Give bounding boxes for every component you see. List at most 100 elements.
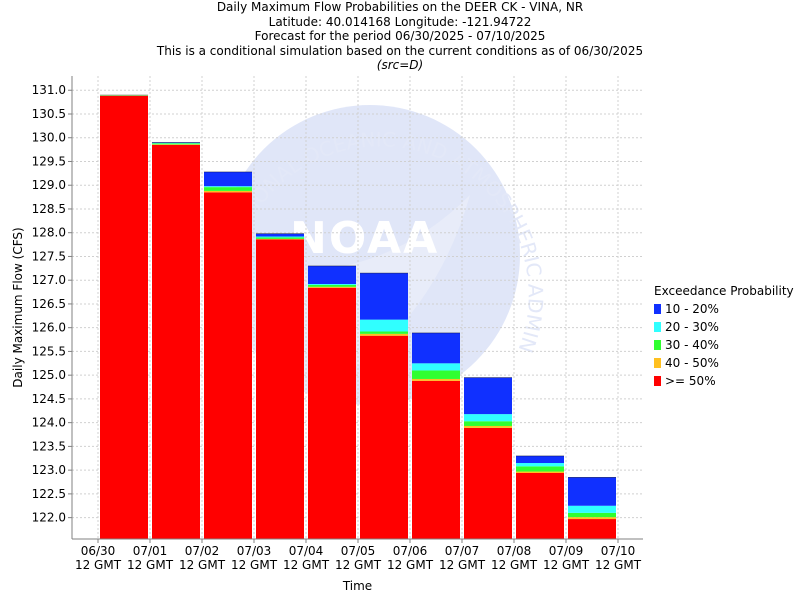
y-tick-label: 129.5 [32,154,66,168]
legend-swatch [654,376,661,386]
y-tick-label: 128.5 [32,202,66,216]
legend-swatch [654,340,661,350]
x-axis-title: Time [342,579,372,593]
y-tick-label: 128.0 [32,226,66,240]
bar-segment-30-40 [412,370,460,379]
y-tick-label: 123.5 [32,439,66,453]
x-tick-label-date: 07/06 [393,544,428,558]
x-tick-label-date: 07/02 [185,544,220,558]
bar-segment-20-30 [308,283,356,285]
bar-segment-ge50 [464,427,512,539]
legend-label: 40 - 50% [665,356,719,370]
bar-segment-10-20 [516,455,564,464]
x-tick-label-date: 07/10 [601,544,636,558]
y-axis-title: Daily Maximum Flow (CFS) [11,227,25,387]
bar-segment-ge50 [412,380,460,539]
legend-title: Exceedance Probability [654,284,794,298]
bar-segment-20-30 [568,505,616,513]
chart-title-block: Daily Maximum Flow Probabilities on the … [0,0,800,73]
y-tick-label: 126.0 [32,321,66,335]
bar-segment-ge50 [568,519,616,539]
y-tick-label: 129.0 [32,178,66,192]
legend-item-50-plus: >= 50% [654,372,794,390]
bar-segment-30-40 [204,187,252,191]
y-tick-label: 130.0 [32,131,66,145]
x-tick-label-time: 12 GMT [179,558,226,572]
bar-segment-10-20 [256,233,304,237]
bar-segment-20-30 [412,363,460,371]
x-tick-label-time: 12 GMT [543,558,590,572]
bar-segment-20-30 [360,319,408,332]
bar-segment-ge50 [516,472,564,539]
legend-label: >= 50% [665,374,716,388]
chart-title-line-3: Forecast for the period 06/30/2025 - 07/… [254,29,546,43]
bar-segment-30-40 [516,466,564,472]
bar-segment-10-20 [412,332,460,364]
chart-title-line-4: This is a conditional simulation based o… [156,43,644,58]
x-tick-label-time: 12 GMT [335,558,382,572]
y-tick-label: 126.5 [32,297,66,311]
bar-segment-20-30 [516,463,564,467]
legend-swatch [654,322,661,332]
x-tick-label-time: 12 GMT [595,558,642,572]
y-tick-label: 122.5 [32,487,66,501]
bar-segment-30-40 [308,284,356,287]
chart-title-line-1: Daily Maximum Flow Probabilities on the … [216,0,584,14]
legend-swatch [654,304,661,314]
bar-segment-ge50 [152,144,200,539]
bar-segment-20-30 [152,142,200,144]
bar-segment-20-30 [464,414,512,422]
x-tick-label-date: 07/05 [341,544,376,558]
bar-segment-40-50 [204,190,252,193]
bar-segment-20-30 [204,186,252,188]
bar-segment-10-20 [308,265,356,284]
noaa-watermark-text: NOAA [290,213,439,264]
bar-segment-40-50 [568,517,616,520]
bar-segment-ge50 [308,287,356,539]
bar-segment-40-50 [100,95,148,96]
x-tick-label-time: 12 GMT [127,558,174,572]
y-tick-label: 125.5 [32,344,66,358]
x-tick-label-date: 07/08 [497,544,532,558]
bar-segment-30-40 [256,237,304,239]
bar-segment-30-40 [464,421,512,426]
legend-label: 10 - 20% [665,302,719,316]
y-tick-label: 124.5 [32,392,66,406]
bar-segment-40-50 [152,144,200,145]
x-tick-label-date: 06/30 [81,544,116,558]
legend-item-30-40: 30 - 40% [654,336,794,354]
x-tick-label-time: 12 GMT [75,558,122,572]
bar-segment-40-50 [516,471,564,473]
x-tick-label-date: 07/03 [237,544,272,558]
y-tick-label: 127.0 [32,273,66,287]
bar-segment-10-20 [360,273,408,320]
x-tick-label-date: 07/09 [549,544,584,558]
x-tick-label-time: 12 GMT [439,558,486,572]
legend-item-40-50: 40 - 50% [654,354,794,372]
bar-segment-ge50 [204,192,252,540]
y-tick-label: 125.0 [32,368,66,382]
y-tick-label: 131.0 [32,83,66,97]
bar-segment-40-50 [464,425,512,428]
y-tick-label: 123.0 [32,463,66,477]
x-tick-label-date: 07/04 [289,544,324,558]
bar-segment-40-50 [308,286,356,288]
chart-title-line-2: Latitude: 40.014168 Longitude: -121.9472… [268,14,532,29]
y-tick-label: 122.0 [32,511,66,525]
bar-segment-30-40 [360,331,408,334]
y-tick-label: 124.0 [32,416,66,430]
bar-segment-ge50 [256,239,304,539]
chart-subtitle: (src=D) [376,58,424,72]
x-tick-label-time: 12 GMT [231,558,278,572]
bar-segment-ge50 [360,335,408,539]
legend-swatch [654,358,661,368]
legend-item-20-30: 20 - 30% [654,318,794,336]
legend-item-10-20: 10 - 20% [654,300,794,318]
bar-segment-10-20 [568,477,616,506]
legend-label: 30 - 40% [665,338,719,352]
x-tick-label-time: 12 GMT [283,558,330,572]
x-tick-label-time: 12 GMT [387,558,434,572]
bar-segment-30-40 [152,143,200,145]
bar-segment-40-50 [360,333,408,336]
